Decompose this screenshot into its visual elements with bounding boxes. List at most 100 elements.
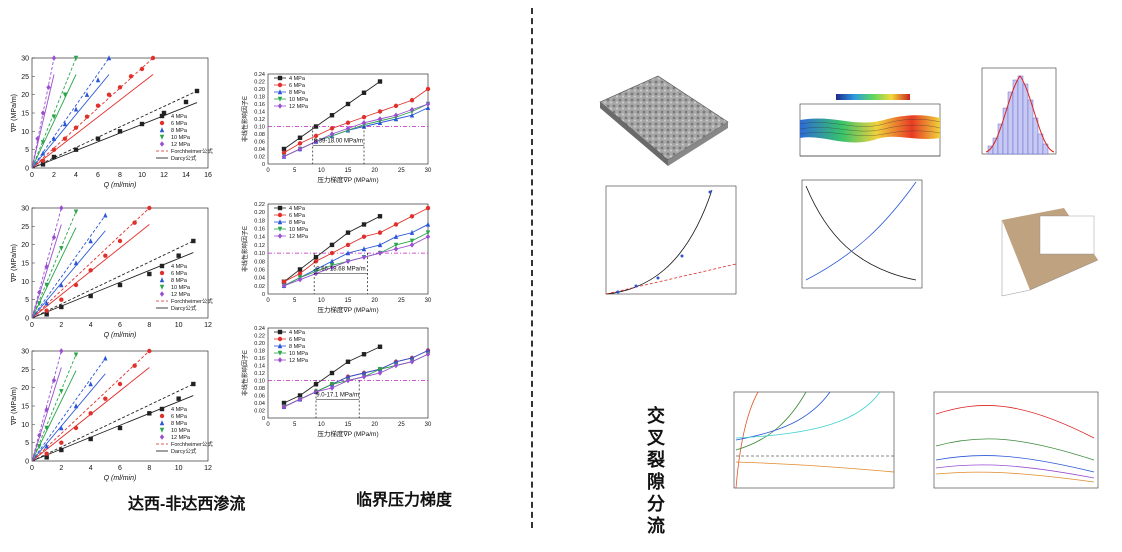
data-point	[35, 135, 40, 142]
darcy-line	[31, 74, 55, 169]
legend-label: 8 MPa	[171, 278, 188, 284]
data-point	[194, 88, 200, 94]
darcy-line	[31, 74, 77, 169]
legend-marker	[159, 113, 165, 119]
data-point	[95, 136, 101, 141]
data-point	[297, 393, 303, 398]
darcy-line	[31, 102, 198, 169]
data-point	[37, 301, 42, 307]
data-point	[377, 230, 383, 235]
y-tick-label: 10	[21, 129, 29, 136]
legend-marker	[277, 219, 283, 225]
data-point	[425, 221, 431, 227]
y-tick-label: 0.14	[254, 235, 265, 241]
x-tick-label: 25	[398, 298, 405, 304]
legend-label: 12 MPa	[171, 435, 191, 441]
legend-marker	[159, 291, 165, 297]
data-point	[117, 238, 123, 244]
data-point	[73, 260, 79, 266]
forchheimer-line	[31, 90, 198, 169]
data-point	[409, 98, 415, 103]
data-point	[176, 396, 181, 401]
x-tick-label: 8	[118, 172, 122, 179]
data-point	[425, 347, 431, 353]
y-tick-label: 0.10	[254, 125, 265, 131]
data-point	[59, 297, 64, 302]
data-point	[84, 91, 90, 97]
y-tick-label: 0.04	[254, 276, 265, 282]
legend-label: 8 MPa	[171, 421, 188, 427]
x-tick-label: 15	[345, 168, 352, 174]
x-tick-label: 12	[204, 322, 212, 329]
data-point	[281, 279, 287, 284]
data-point	[297, 146, 303, 152]
x-tick-label: 8	[147, 322, 151, 329]
legend-label: 10 MPa	[171, 135, 191, 141]
y-axis-label: ∇P (MPa/m)	[11, 94, 18, 133]
data-point	[132, 220, 137, 225]
legend-label: 4 MPa	[171, 114, 188, 120]
legend-label: 6 MPa	[171, 271, 188, 277]
x-tick-label: 10	[138, 172, 146, 179]
crit-chart-3: 00.020.040.060.080.100.120.140.160.180.2…	[241, 326, 432, 438]
plot-frame	[31, 57, 209, 169]
y-tick-label: 30	[21, 206, 29, 213]
data-point	[409, 229, 415, 235]
data-point	[88, 238, 93, 244]
data-point	[313, 133, 319, 139]
data-point	[183, 99, 189, 105]
data-point	[281, 146, 287, 152]
data-point	[361, 246, 367, 252]
data-point	[103, 396, 108, 401]
x-tick-label: 10	[318, 168, 325, 174]
x-tick-label: 12	[160, 172, 168, 179]
forchheimer-line	[31, 215, 106, 319]
data-point	[88, 411, 93, 416]
x-tick-label: 30	[425, 168, 432, 174]
series-line	[283, 207, 429, 283]
data-point	[409, 238, 415, 244]
x-axis-label: Q (ml/min)	[104, 475, 137, 482]
data-point	[393, 242, 399, 248]
legend-marker	[159, 427, 165, 433]
legend-marker	[277, 103, 283, 109]
x-tick-label: 6	[118, 322, 122, 329]
data-point	[40, 162, 46, 167]
data-point	[73, 425, 79, 431]
y-tick-label: 0.12	[254, 243, 265, 249]
data-point	[147, 205, 152, 211]
legend-label: Darcy公式	[171, 304, 197, 312]
data-point	[44, 425, 49, 431]
flow-dominance-plot-a	[733, 391, 895, 489]
forchheimer-line	[31, 207, 62, 319]
data-point	[361, 120, 367, 126]
x-tick-label: 4	[89, 465, 93, 472]
data-point	[361, 114, 367, 120]
legend-marker	[159, 420, 165, 426]
flow-chart-2: 0 5 10 15 20 25 30 0 2 4 6 8 10 12 ∇P (MPa/m) Q (ml/min…	[11, 205, 213, 339]
x-tick-label: 0	[30, 465, 34, 472]
forchheimer-line	[31, 211, 77, 319]
dimension-relation-plot	[801, 179, 923, 289]
y-tick-label: 0.22	[254, 334, 265, 340]
y-tick-label: 0.12	[254, 371, 265, 377]
forchheimer-line	[31, 350, 62, 462]
data-point	[147, 348, 152, 354]
y-axis-label: ∇P (MPa/m)	[11, 244, 18, 283]
legend-label: 10 MPa	[289, 227, 309, 233]
data-point	[329, 126, 335, 131]
y-tick-label: 10	[21, 279, 29, 286]
data-point	[297, 396, 303, 402]
legend-label: 8 MPa	[289, 90, 306, 96]
y-tick-label: 0	[262, 292, 265, 298]
data-point	[95, 77, 101, 83]
legend-marker	[159, 277, 165, 283]
y-tick-label: 0.12	[254, 117, 265, 123]
data-point	[73, 106, 79, 112]
x-tick-label: 20	[371, 422, 378, 428]
data-point	[59, 304, 64, 310]
y-tick-label: 0	[25, 459, 29, 466]
x-tick-label: 10	[175, 465, 183, 472]
x-tick-label: 0	[266, 422, 270, 428]
legend-label: Forchheimer公式	[171, 440, 213, 448]
